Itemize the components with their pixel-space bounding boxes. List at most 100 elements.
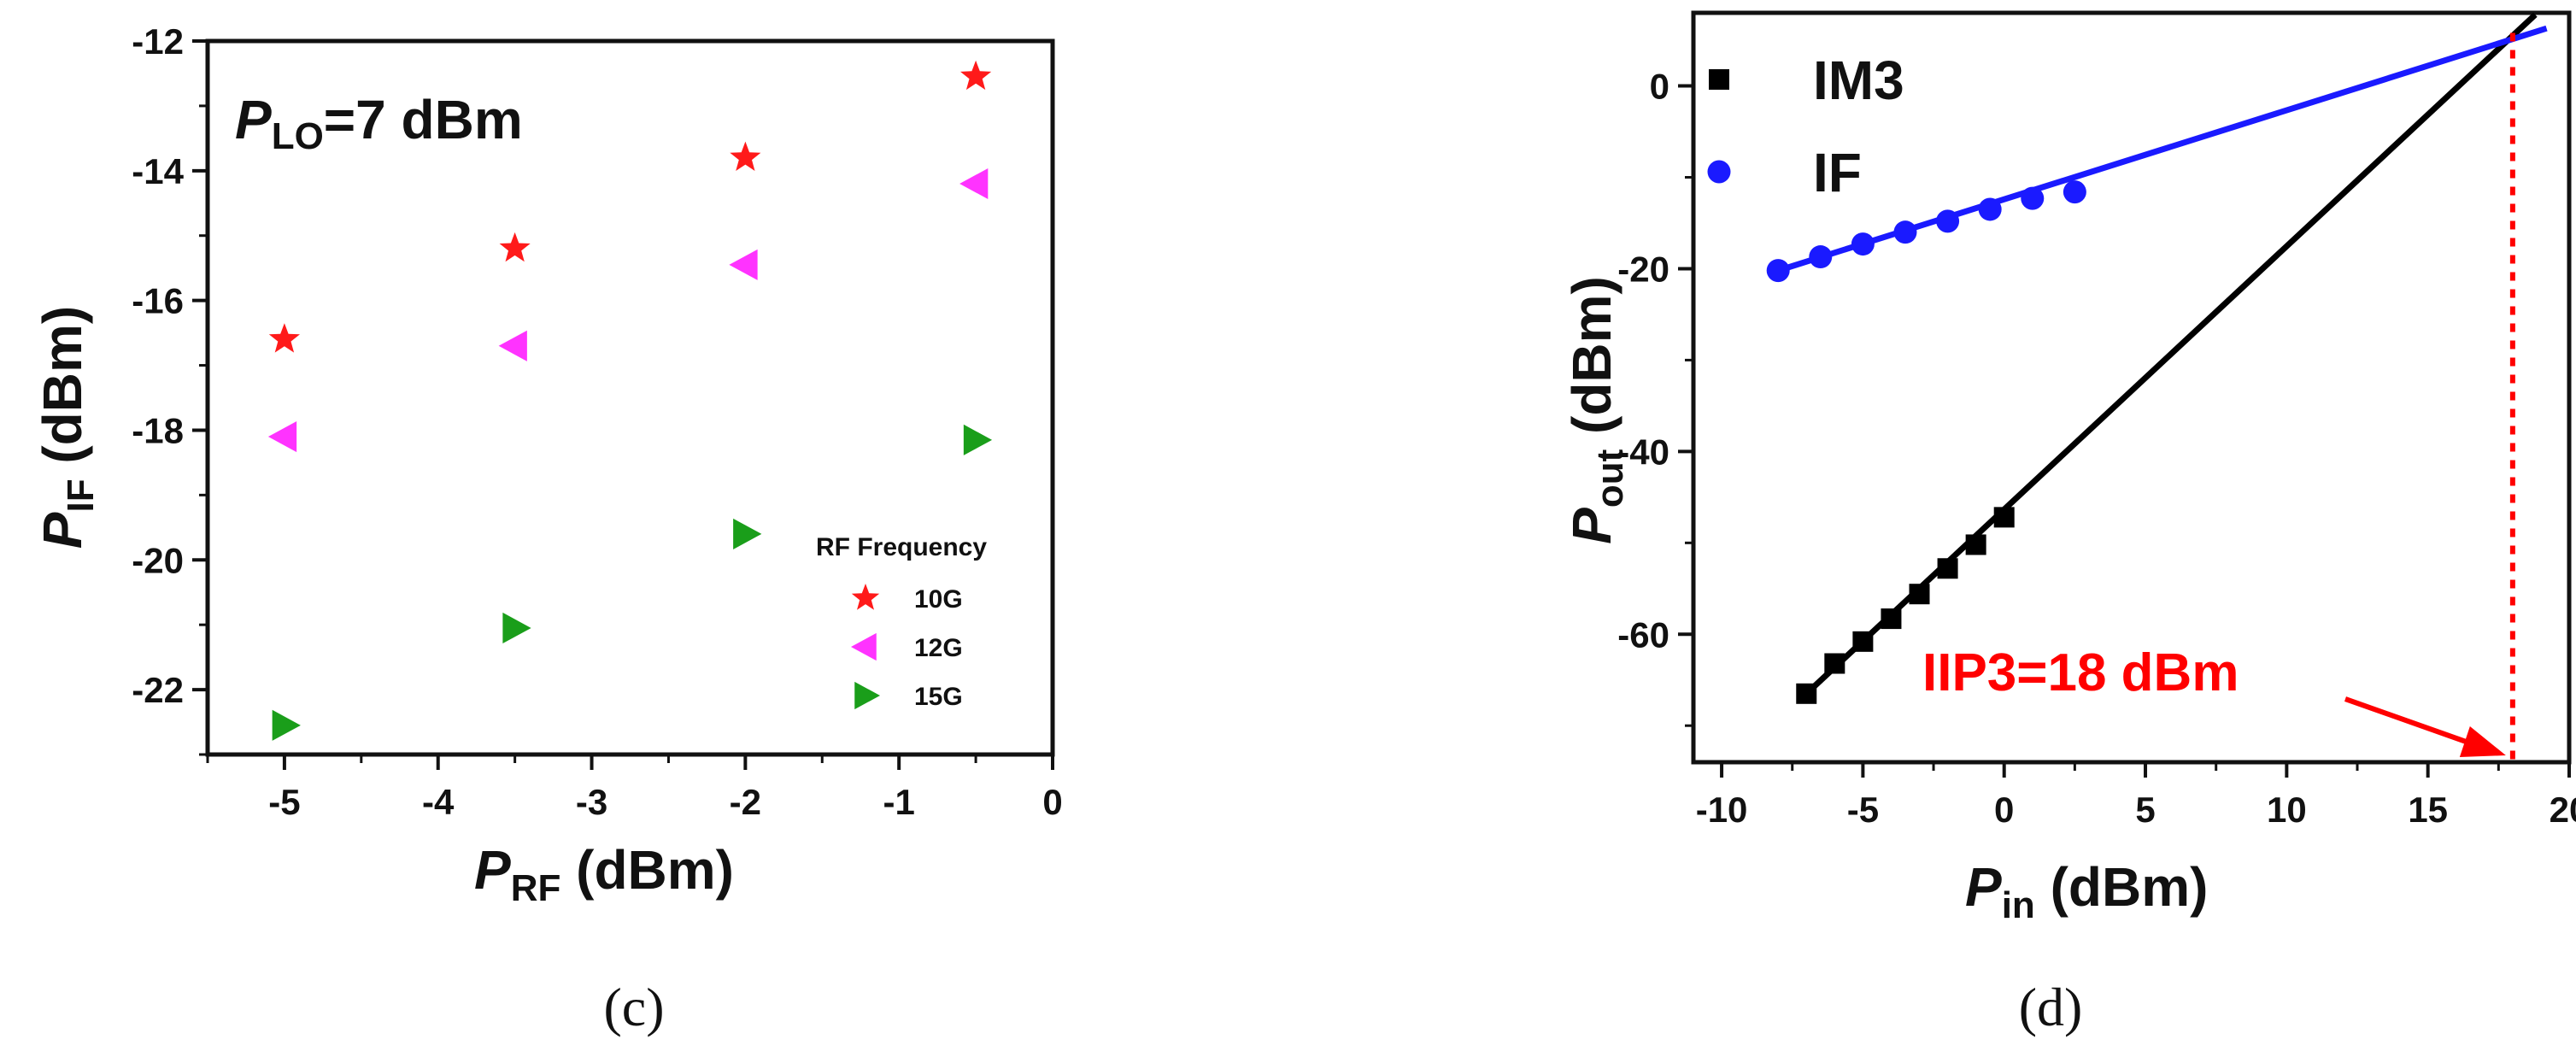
x-title-sub: RF xyxy=(511,867,561,909)
x-title-rest: (dBm) xyxy=(560,839,734,901)
y-tick-label: -40 xyxy=(1617,432,1669,472)
iip3-arrowhead xyxy=(2459,726,2506,757)
panel-d-iip3-marker xyxy=(2344,32,2515,762)
x-title-sub: in xyxy=(2002,884,2035,926)
legend-marker-IM3 xyxy=(1709,69,1729,90)
panel-c-y-axis-title: PIF (dBm) xyxy=(32,306,102,549)
legend-label-12G: 12G xyxy=(914,634,963,662)
annotation-rest: =7 dBm xyxy=(324,89,523,150)
data-point-IF xyxy=(1936,209,1960,233)
x-tick-label: -3 xyxy=(576,782,607,822)
data-point-15G xyxy=(733,518,762,549)
data-point-IF xyxy=(2021,186,2045,210)
panel-d-chart: -10-5051015200-20-40-60 IIP3=18 dBm IM3I… xyxy=(1561,10,2576,926)
x-tick-label: -2 xyxy=(730,782,761,822)
data-point-IM3 xyxy=(1993,507,2015,528)
x-tick-label: -5 xyxy=(1847,790,1879,830)
y-title-main: P xyxy=(1561,508,1622,544)
data-point-10G xyxy=(499,232,531,262)
y-title-sub: IF xyxy=(60,479,102,512)
y-tick-label: -18 xyxy=(132,410,184,450)
data-point-IM3 xyxy=(1852,631,1874,652)
data-point-15G xyxy=(502,612,531,644)
x-tick-label: 0 xyxy=(1042,782,1062,822)
data-point-IF xyxy=(1893,220,1917,244)
panel-d-plot-frame xyxy=(1691,10,2572,765)
data-point-15G xyxy=(272,709,301,741)
panel-c-x-axis-title: PRF (dBm) xyxy=(474,839,734,909)
x-tick-label: 0 xyxy=(1994,790,2014,830)
panel-c-ticks: -5 -4 -3 -2 -1 0 -12 -14 -16 -18 -20 -22 xyxy=(132,21,1062,822)
y-tick-label: 0 xyxy=(1650,67,1669,107)
legend-marker-15G xyxy=(854,681,880,710)
x-tick-label: 10 xyxy=(2267,790,2307,830)
data-point-IM3 xyxy=(1796,683,1817,704)
iip3-label: IIP3=18 dBm xyxy=(1922,643,2239,702)
legend-marker-10G xyxy=(851,584,880,610)
panel-c-chart: -5 -4 -3 -2 -1 0-12-14-16-18-20-22 PLO=7 dBm … xyxy=(32,21,1063,909)
fit-line-IM3 xyxy=(1804,12,2538,696)
x-tick-label: 5 xyxy=(2135,790,2155,830)
data-point-IM3 xyxy=(1965,534,1986,555)
y-tick-label: -60 xyxy=(1617,614,1669,655)
panel-d-points xyxy=(1766,180,2086,704)
x-tick-label: 20 xyxy=(2550,790,2576,830)
x-title-main: P xyxy=(474,839,511,901)
data-point-10G xyxy=(268,323,300,353)
data-point-10G xyxy=(730,141,761,171)
y-tick-label: -16 xyxy=(132,281,184,321)
y-title-rest: (dBm) xyxy=(1561,276,1622,449)
data-point-IF xyxy=(1978,197,2002,221)
panel-d-y-axis-title: Pout (dBm) xyxy=(1561,276,1631,544)
data-point-IF xyxy=(1851,232,1875,256)
legend-marker-IF xyxy=(1707,160,1731,184)
data-point-12G xyxy=(267,420,297,453)
legend-marker-12G xyxy=(851,632,877,661)
y-tick-label: -20 xyxy=(1617,249,1669,289)
panel-c-plot-frame xyxy=(205,38,1055,757)
panel-d-x-axis-title: Pin (dBm) xyxy=(1965,856,2208,926)
panel-c-legend: RF Frequency 10G 12G 15G xyxy=(816,533,987,711)
legend-label-15G: 15G xyxy=(914,683,963,711)
data-point-10G xyxy=(960,60,992,91)
panel-c-points xyxy=(267,60,993,741)
data-point-IM3 xyxy=(1824,653,1845,674)
data-point-12G xyxy=(498,330,527,361)
data-point-12G xyxy=(959,167,989,200)
panel-c-annotation: PLO=7 dBm xyxy=(235,89,523,157)
y-tick-label: -20 xyxy=(132,540,184,580)
caption-d: (d) xyxy=(2019,977,2083,1037)
x-title-main: P xyxy=(1965,856,2002,918)
x-tick-label: -5 xyxy=(268,782,300,822)
data-point-12G xyxy=(729,249,758,280)
x-tick-label: 15 xyxy=(2408,790,2448,830)
data-point-IM3 xyxy=(1937,558,1958,579)
data-point-IF xyxy=(2063,180,2086,204)
annotation-sub: LO xyxy=(272,115,324,157)
x-tick-label: -4 xyxy=(422,782,455,822)
caption-c: (c) xyxy=(603,977,664,1037)
x-tick-label: -1 xyxy=(883,782,915,822)
x-tick-label: -10 xyxy=(1696,790,1748,830)
legend-label-IF: IF xyxy=(1813,142,1862,203)
panel-d-legend: IM3 IF xyxy=(1707,50,1904,203)
data-point-IM3 xyxy=(1881,608,1902,630)
x-title-rest: (dBm) xyxy=(2035,856,2209,918)
annotation-main: P xyxy=(235,89,272,150)
data-point-IM3 xyxy=(1909,584,1930,605)
data-point-IF xyxy=(1809,245,1833,269)
legend-label-IM3: IM3 xyxy=(1813,50,1904,111)
legend-label-10G: 10G xyxy=(914,585,963,614)
data-point-IF xyxy=(1766,259,1790,283)
y-title-main: P xyxy=(32,512,93,549)
y-tick-label: -22 xyxy=(132,670,184,710)
y-tick-label: -12 xyxy=(132,21,184,62)
iip3-arrow-shaft xyxy=(2344,696,2486,751)
data-point-15G xyxy=(963,424,993,455)
y-tick-label: -14 xyxy=(132,151,184,191)
y-title-rest: (dBm) xyxy=(32,306,93,479)
y-title-sub: out xyxy=(1589,449,1631,508)
legend-title: RF Frequency xyxy=(816,533,987,561)
panel-d-fit-lines xyxy=(1777,12,2548,696)
